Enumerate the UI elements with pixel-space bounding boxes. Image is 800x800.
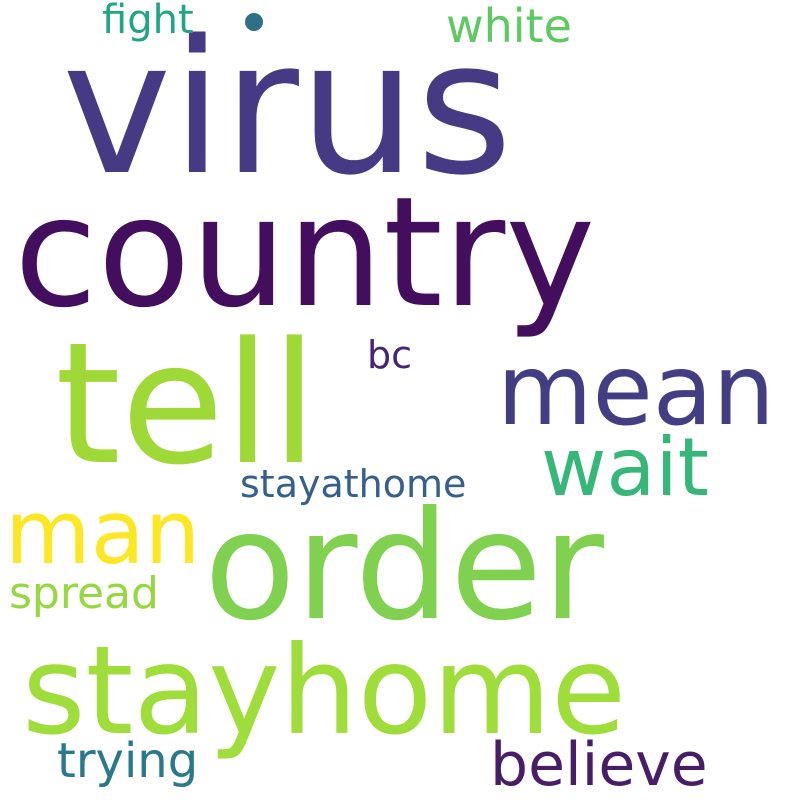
word-country: country — [14, 164, 595, 341]
word-white: white — [446, 0, 572, 53]
word-spread: spread — [9, 568, 159, 619]
word-stayathome: stayathome — [240, 462, 466, 506]
word-tell: tell — [55, 306, 318, 502]
word-trying: trying — [57, 733, 198, 789]
word-virus: virus — [62, 0, 513, 216]
word-bc: bc — [367, 333, 412, 377]
word-fight: fight — [102, 0, 194, 43]
word-believe: believe — [490, 730, 708, 800]
word-mean: mean — [497, 334, 775, 448]
dot-mark — [245, 13, 263, 31]
word-order: order — [204, 480, 604, 654]
word-wait: wait — [541, 421, 709, 514]
word-man: man — [5, 481, 200, 584]
word-stayhome: stayhome — [22, 620, 626, 762]
